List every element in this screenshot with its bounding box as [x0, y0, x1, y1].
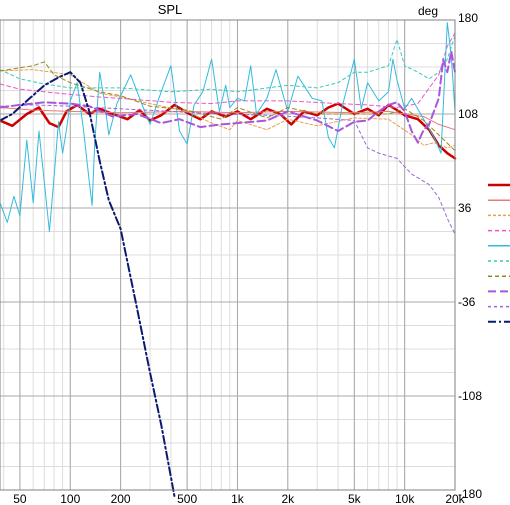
chart-title: SPL	[158, 2, 183, 17]
x-tick-label: 20k	[445, 492, 465, 505]
x-tick-label: 100	[60, 492, 80, 505]
series-line-10	[0, 71, 176, 498]
plot-frame	[0, 19, 456, 491]
series-line-7	[0, 61, 456, 152]
x-tick-label: 5k	[348, 492, 362, 505]
series-line-9	[0, 104, 456, 235]
series-line-4	[0, 32, 456, 108]
series-group	[0, 22, 457, 498]
y-tick-label: 36	[458, 201, 472, 215]
x-tick-label: 200	[111, 492, 131, 505]
series-line-8	[0, 50, 456, 144]
y-tick-label: -108	[458, 389, 482, 403]
y-tick-label: 180	[458, 11, 478, 25]
x-tick-label: 10k	[395, 492, 415, 505]
x-tick-label: 500	[177, 492, 197, 505]
right-axis-unit: deg	[418, 4, 438, 18]
legend	[488, 183, 510, 323]
y-tick-label: 108	[458, 107, 478, 121]
x-tick-label: 2k	[281, 492, 295, 505]
x-tick-label: 50	[13, 492, 27, 505]
x-tick-label: 1k	[231, 492, 245, 505]
y-tick-labels: 180 108 36 -36 -108 -180	[458, 11, 482, 501]
series-line-3	[0, 69, 456, 149]
series-line-5	[0, 22, 456, 232]
x-tick-labels: 50 100 200 500 1k 2k 5k 10k 20k	[13, 492, 465, 505]
y-tick-label: -36	[458, 295, 476, 309]
y-tick-label: -180	[458, 487, 482, 501]
series-line-6	[0, 35, 456, 93]
